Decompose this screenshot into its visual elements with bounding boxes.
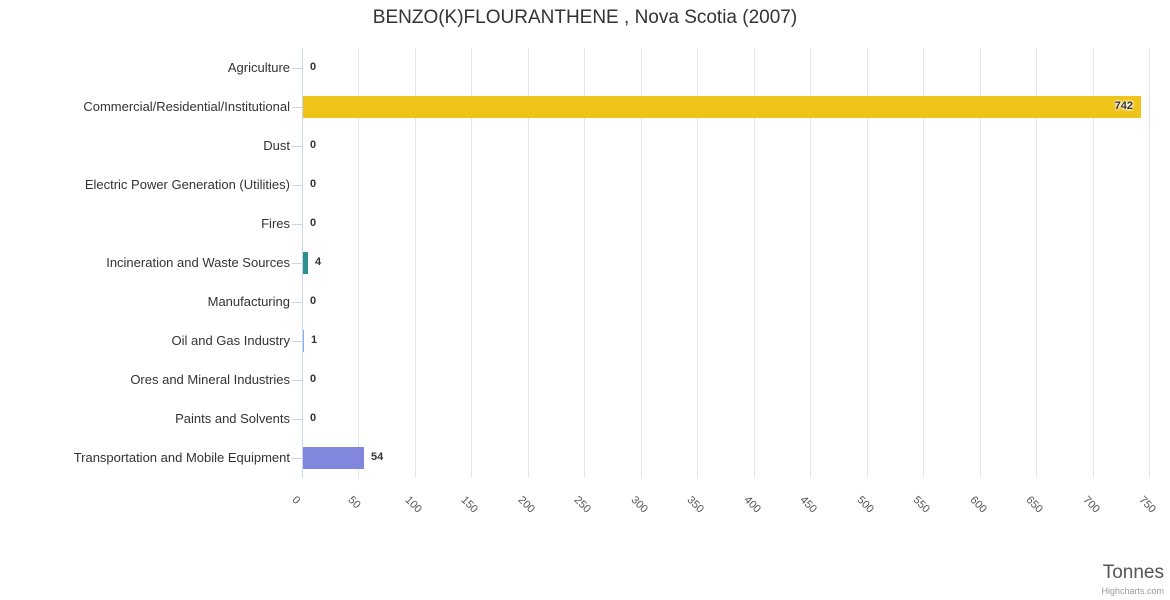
bar-data-label: 0 (310, 295, 317, 307)
bar-data-label: 742 (1114, 100, 1133, 112)
bar-data-label: 0 (310, 217, 317, 229)
x-gridline (584, 48, 585, 478)
x-gridline (1036, 48, 1037, 478)
x-axis-tick-label: 400 (741, 494, 763, 516)
category-tick (292, 107, 302, 108)
category-tick (292, 302, 302, 303)
x-gridline (641, 48, 642, 478)
x-axis-tick-label: 700 (1080, 494, 1102, 516)
category-label: Electric Power Generation (Utilities) (84, 177, 290, 192)
x-axis-tick-label: 500 (854, 494, 876, 516)
x-gridline (923, 48, 924, 478)
x-axis-tick-label: 0 (289, 494, 303, 507)
bar-data-label: 0 (310, 412, 317, 424)
x-axis-tick-label: 250 (571, 494, 593, 516)
bar[interactable] (303, 96, 1141, 118)
bar-data-label: 0 (310, 373, 317, 385)
category-tick (292, 224, 302, 225)
bar[interactable] (303, 252, 308, 274)
bar-data-label: 0 (310, 178, 317, 190)
chart-title: BENZO(K)FLOURANTHENE , Nova Scotia (2007… (372, 7, 798, 28)
category-label: Ores and Mineral Industries (130, 372, 290, 387)
x-gridline (1093, 48, 1094, 478)
x-gridline (867, 48, 868, 478)
category-tick (292, 458, 302, 459)
category-label: Incineration and Waste Sources (106, 255, 290, 270)
category-tick (292, 380, 302, 381)
bar-data-label: 0 (310, 61, 317, 73)
bar-data-label: 1 (311, 334, 318, 346)
x-axis-tick-label: 650 (1023, 494, 1045, 516)
category-tick (292, 185, 302, 186)
category-tick (292, 146, 302, 147)
category-label: Manufacturing (207, 294, 290, 309)
category-label: Dust (263, 138, 290, 153)
x-axis-tick-label: 150 (458, 494, 480, 516)
x-axis-title: Tonnes (1102, 562, 1164, 583)
bar-data-label: 0 (310, 139, 317, 151)
x-axis-tick-label: 550 (910, 494, 932, 516)
category-tick (292, 341, 302, 342)
x-gridline (1149, 48, 1150, 478)
category-tick (292, 263, 302, 264)
x-axis-tick-label: 200 (515, 494, 537, 516)
category-label: Fires (261, 216, 290, 231)
bar-data-label: 54 (371, 451, 384, 463)
x-gridline (528, 48, 529, 478)
x-gridline (471, 48, 472, 478)
bar[interactable] (303, 447, 364, 469)
bar-data-label: 4 (315, 256, 322, 268)
x-axis-tick-label: 50 (345, 494, 363, 512)
bar[interactable] (303, 330, 304, 352)
x-axis-tick-label: 350 (684, 494, 706, 516)
x-axis-tick-label: 600 (967, 494, 989, 516)
y-axis-line (302, 48, 303, 478)
x-gridline (980, 48, 981, 478)
category-label: Agriculture (227, 60, 290, 75)
category-tick (292, 419, 302, 420)
x-axis-tick-label: 450 (797, 494, 819, 516)
category-label: Transportation and Mobile Equipment (73, 450, 290, 465)
x-gridline (697, 48, 698, 478)
x-axis-tick-label: 300 (628, 494, 650, 516)
x-axis-tick-label: 750 (1136, 494, 1158, 516)
x-gridline (754, 48, 755, 478)
category-tick (292, 68, 302, 69)
category-label: Paints and Solvents (175, 411, 290, 426)
x-gridline (810, 48, 811, 478)
x-gridline (358, 48, 359, 478)
x-axis-tick-label: 100 (402, 494, 424, 516)
x-gridline (415, 48, 416, 478)
highcharts-credit-link[interactable]: Highcharts.com (1101, 586, 1164, 596)
category-label: Commercial/Residential/Institutional (83, 99, 290, 114)
category-label: Oil and Gas Industry (171, 333, 291, 348)
